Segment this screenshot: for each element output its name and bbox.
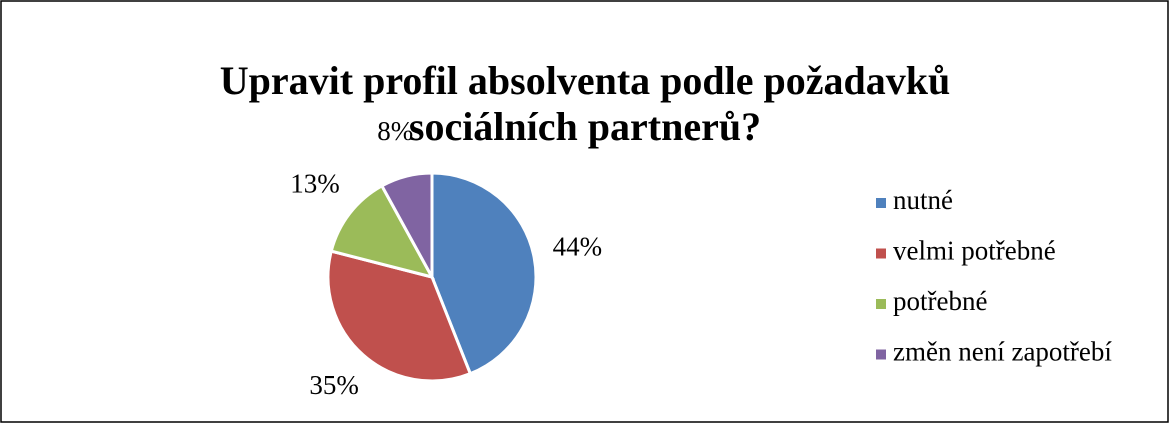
legend-label: změn není zapotřebí: [893, 337, 1112, 367]
pie-slice: [430, 171, 538, 376]
data-label: 35%: [309, 370, 359, 400]
legend-label: nutné: [893, 185, 953, 215]
legend-label: potřebné: [893, 286, 987, 316]
legend-swatch: [876, 248, 886, 259]
data-label: 8%: [377, 116, 413, 146]
pie-slice: [379, 171, 434, 278]
legend-swatch: [876, 349, 886, 360]
chart-title: Upravit profil absolventa podle požadavk…: [219, 58, 951, 149]
legend-swatch: [876, 198, 886, 208]
data-label: 13%: [290, 168, 340, 198]
pie-slice: [326, 249, 473, 383]
legend-swatch: [876, 299, 886, 309]
legend-label: velmi potřebné: [893, 236, 1056, 266]
pie-slice: [329, 183, 435, 280]
data-label: 44%: [553, 231, 603, 261]
